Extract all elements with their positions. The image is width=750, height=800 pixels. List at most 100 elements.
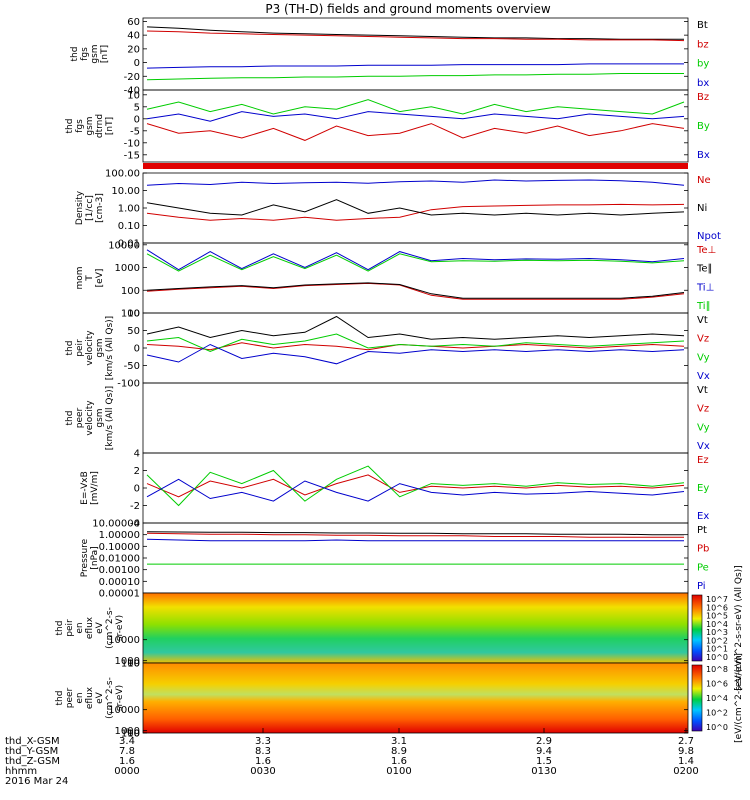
colorbar-tick-label: 10^5 xyxy=(706,612,728,621)
series-line-Bx xyxy=(146,111,685,122)
colorbar-label: [eV/(cm^2-s-sr-eV)] xyxy=(734,653,744,743)
colorbar-tick-label: 10^2 xyxy=(706,709,728,718)
legend-label: Ne xyxy=(697,175,711,186)
x-tick-label: 3.4 xyxy=(119,736,135,747)
series-line-Ez xyxy=(146,474,685,498)
y-tick-label: 100 xyxy=(121,658,140,669)
y-tick-label: 1000 xyxy=(115,656,140,667)
y-axis-label: gsm xyxy=(95,408,105,427)
y-axis-label: mom xyxy=(75,266,85,289)
y-axis-label: [km/s (All Qs)] xyxy=(105,316,115,380)
x-tick-label: 9.4 xyxy=(536,746,552,757)
y-axis-label: E=-VxB xyxy=(80,471,90,505)
y-axis-label: Density xyxy=(75,190,85,225)
x-tick-label: 2.9 xyxy=(536,736,552,747)
y-tick-label: 20 xyxy=(127,44,140,55)
series-line-Vx xyxy=(146,343,685,365)
x-tick-label: 7.8 xyxy=(119,746,135,757)
y-tick-label: 100.00 xyxy=(105,169,140,180)
y-tick-label: 0.10000 xyxy=(99,542,140,553)
x-tick-label: 1.4 xyxy=(678,756,694,767)
colorbar-tick-label: 10^1 xyxy=(706,645,728,654)
x-axis-annotation: thd_X-GSM 3.4 3.3 3.1 2.9 2.7 thd_Y-GSM 7.8 8.3 8… xyxy=(5,728,699,787)
series-line-Ni xyxy=(146,199,685,216)
y-axis-label: thd xyxy=(70,47,80,62)
panel-frame xyxy=(142,662,689,734)
y-axis-label: sr-eV) xyxy=(115,615,125,641)
colorbar xyxy=(691,664,703,732)
legend-label: Bx xyxy=(697,150,710,161)
x-tick-label: 3.3 xyxy=(255,736,271,747)
legend-label: Te⊥ xyxy=(696,245,716,256)
series-line-by xyxy=(146,73,684,81)
y-tick-label: 1.00000 xyxy=(99,530,140,541)
y-tick-label: 0.00010 xyxy=(99,577,140,588)
x-tick-label: 0030 xyxy=(250,766,275,777)
panel-5: 100 50 0 -50 -100 thd peir velocity gsm [km/s (Al… xyxy=(65,309,710,390)
y-axis-label: gsm xyxy=(90,44,100,63)
panel-frame xyxy=(142,382,689,454)
y-tick-label: 0.00001 xyxy=(99,589,140,600)
y-axis-label: peer xyxy=(75,407,85,428)
y-axis-label: (cm^2-s- xyxy=(105,677,115,719)
panel-frame xyxy=(142,17,689,91)
y-axis-label: peir xyxy=(65,619,75,637)
spectrogram xyxy=(143,663,688,733)
x-tick-label: 1.6 xyxy=(255,756,271,767)
x-row-label: thd_X-GSM xyxy=(5,736,60,747)
y-tick-label: -2 xyxy=(130,501,140,512)
legend-label: Vy xyxy=(697,422,710,433)
y-tick-label: 2 xyxy=(134,466,140,477)
legend-label: Bz xyxy=(697,92,709,103)
y-axis-label: peir xyxy=(75,339,85,357)
y-tick-label: -100 xyxy=(117,379,140,390)
colorbar-tick-label: 10^6 xyxy=(706,603,728,612)
event-bar xyxy=(143,163,688,169)
panel-10: 10^8 10^6 10^4 10^2 10^0 [eV/(cm^2-s-sr-eV)] 1… xyxy=(55,653,744,743)
y-axis-label: eflux xyxy=(85,616,95,639)
y-tick-label: 1000 xyxy=(115,263,140,274)
y-tick-label: 10.00 xyxy=(111,186,140,197)
y-axis-label: gsm xyxy=(95,338,105,357)
x-tick-label: 1.5 xyxy=(536,756,552,767)
series-line-By xyxy=(146,99,685,115)
legend-label: Pi xyxy=(697,581,706,592)
y-axis-label: fgs xyxy=(80,47,90,61)
colorbar-tick-label: 10^3 xyxy=(706,628,728,637)
panel-1: 60 40 20 0 -20 -40 thd fgs gsm [nT] Bt bz by bx xyxy=(70,17,709,97)
series-line-Bt xyxy=(146,26,684,40)
series-line-Ne xyxy=(146,203,685,221)
y-axis-label: velocity xyxy=(85,400,95,436)
y-tick-label: 10 xyxy=(127,90,140,101)
legend-label: bz xyxy=(697,39,709,50)
y-tick-label: 0 xyxy=(134,344,140,355)
y-tick-label: 10000 xyxy=(108,705,140,716)
y-axis-label: Pressure xyxy=(80,538,90,577)
legend-label: By xyxy=(697,121,710,132)
colorbar-tick-label: 10^8 xyxy=(706,665,728,674)
x-tick-label: 0130 xyxy=(531,766,556,777)
x-tick-label: 0100 xyxy=(386,766,411,777)
y-tick-label: 10.00000 xyxy=(92,519,140,530)
legend-label: Vz xyxy=(697,404,709,415)
colorbar-tick-label: 10^0 xyxy=(706,653,728,662)
series-line-Pi xyxy=(146,538,684,542)
y-tick-label: 0.01000 xyxy=(99,554,140,565)
series-line-bz xyxy=(146,30,685,42)
colorbar-label: [eV/(cm^2-s-sr-eV) (All Qs)] xyxy=(734,565,744,690)
y-axis-label: [nT] xyxy=(100,45,110,63)
colorbar-tick-label: 10^4 xyxy=(706,694,728,703)
y-tick-label: -5 xyxy=(130,126,140,137)
y-axis-label: thd xyxy=(65,411,75,426)
series-line-Vt xyxy=(146,315,685,340)
x-tick-label: 8.9 xyxy=(391,746,407,757)
legend-label: Te∥ xyxy=(696,264,713,275)
y-axis-label: thd xyxy=(55,691,65,706)
y-tick-label: 4 xyxy=(134,449,140,460)
y-tick-label: 0 xyxy=(134,58,140,69)
y-axis-label: sr-eV) xyxy=(115,685,125,711)
legend-label: bx xyxy=(697,78,709,89)
x-date-label: 2016 Mar 24 xyxy=(5,776,68,787)
